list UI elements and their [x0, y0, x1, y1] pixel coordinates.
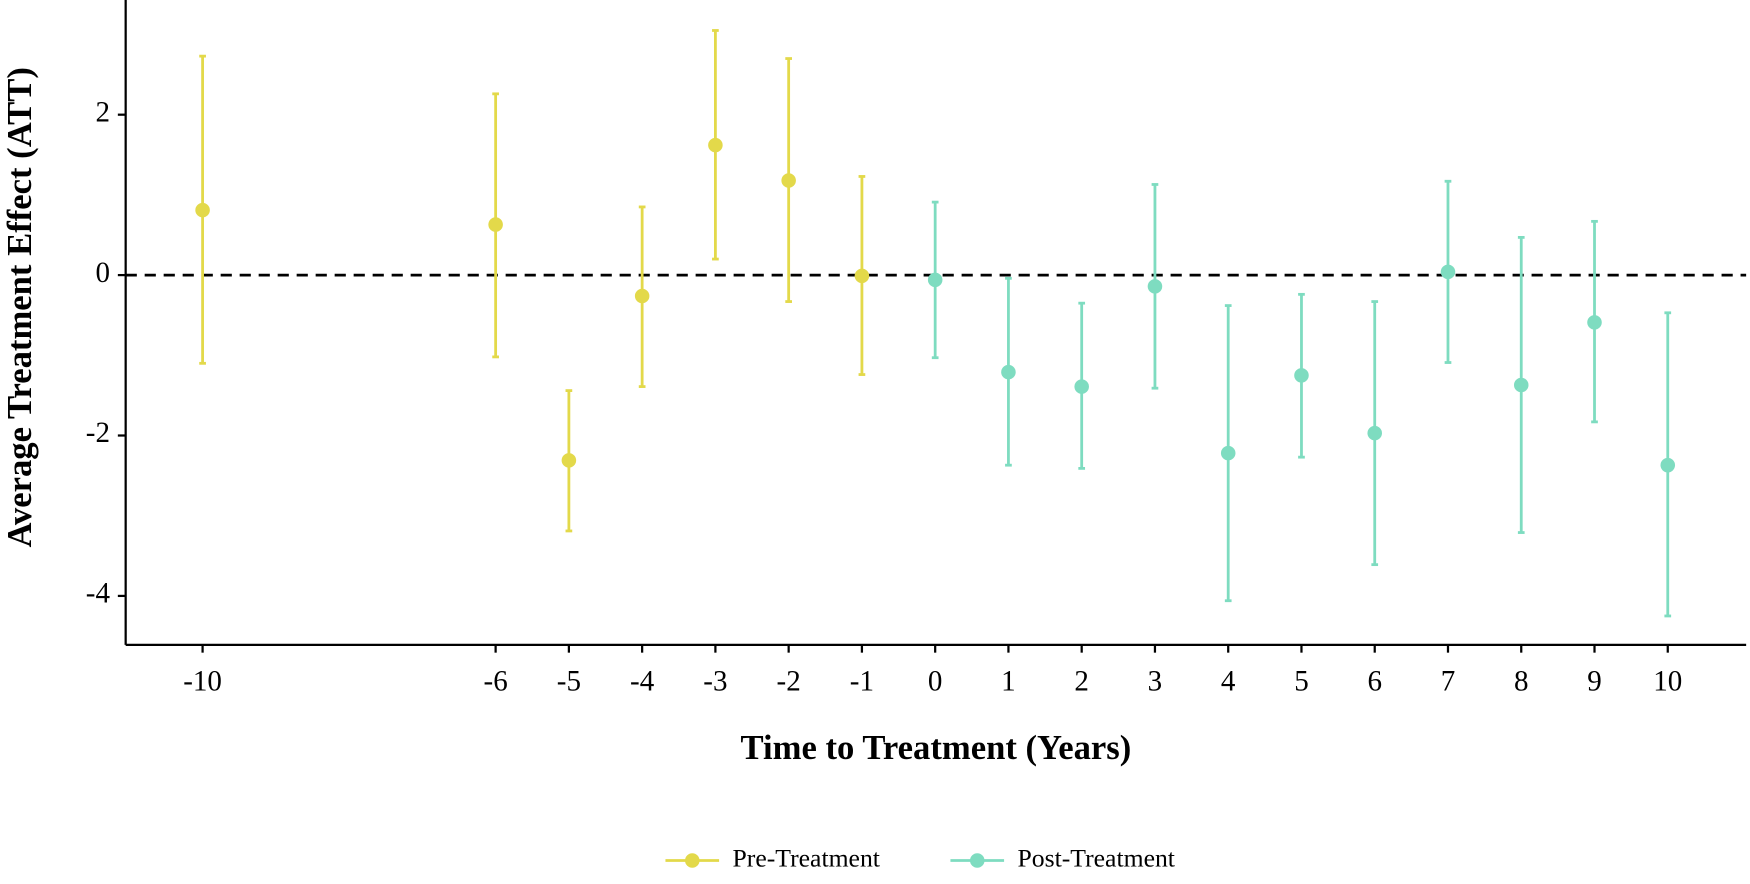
- point: [1587, 315, 1602, 330]
- point: [1513, 377, 1529, 393]
- y-tick-label: -4: [86, 578, 111, 610]
- x-tick-label: -10: [183, 666, 222, 698]
- x-tick-label: -4: [630, 666, 655, 698]
- point: [1074, 379, 1089, 394]
- x-tick-label: -5: [557, 666, 581, 698]
- y-tick-label: 0: [95, 257, 110, 289]
- x-tick-label: 2: [1074, 666, 1089, 698]
- x-tick-label: -2: [777, 666, 801, 698]
- y-tick-label: 2: [95, 96, 110, 128]
- point: [1660, 457, 1676, 473]
- x-tick-label: -6: [484, 666, 508, 698]
- x-axis-title: Time to Treatment (Years): [741, 729, 1132, 767]
- point: [854, 268, 870, 284]
- x-tick-label: 1: [1001, 666, 1016, 698]
- point: [1147, 279, 1163, 294]
- legend-label: Post-Treatment: [1017, 843, 1174, 872]
- x-tick-label: 0: [928, 666, 943, 698]
- point: [634, 288, 650, 304]
- x-tick-label: 9: [1587, 666, 1602, 698]
- x-tick-label: -3: [703, 666, 727, 698]
- x-tick-label: 8: [1514, 666, 1529, 698]
- point: [708, 137, 723, 153]
- x-tick-label: 5: [1294, 666, 1309, 698]
- point: [1294, 368, 1309, 383]
- y-tick-label: -2: [86, 417, 110, 449]
- point: [195, 202, 210, 218]
- point: [488, 217, 503, 232]
- x-tick-label: 3: [1148, 666, 1163, 698]
- point: [1001, 364, 1016, 380]
- point: [927, 272, 943, 288]
- x-tick-label: -1: [850, 666, 874, 698]
- x-tick-label: 7: [1441, 666, 1456, 698]
- point: [1220, 445, 1236, 461]
- x-tick-label: 10: [1653, 666, 1682, 698]
- x-tick-label: 6: [1367, 666, 1382, 698]
- point: [781, 173, 796, 188]
- point: [1440, 264, 1456, 280]
- point: [1367, 425, 1382, 441]
- y-axis-title: Average Treatment Effect (ATT): [1, 67, 39, 547]
- legend-label: Pre-Treatment: [733, 843, 880, 872]
- legend-point: [685, 853, 700, 868]
- x-tick-label: 4: [1221, 666, 1236, 698]
- legend-point: [969, 853, 985, 868]
- point: [561, 453, 577, 468]
